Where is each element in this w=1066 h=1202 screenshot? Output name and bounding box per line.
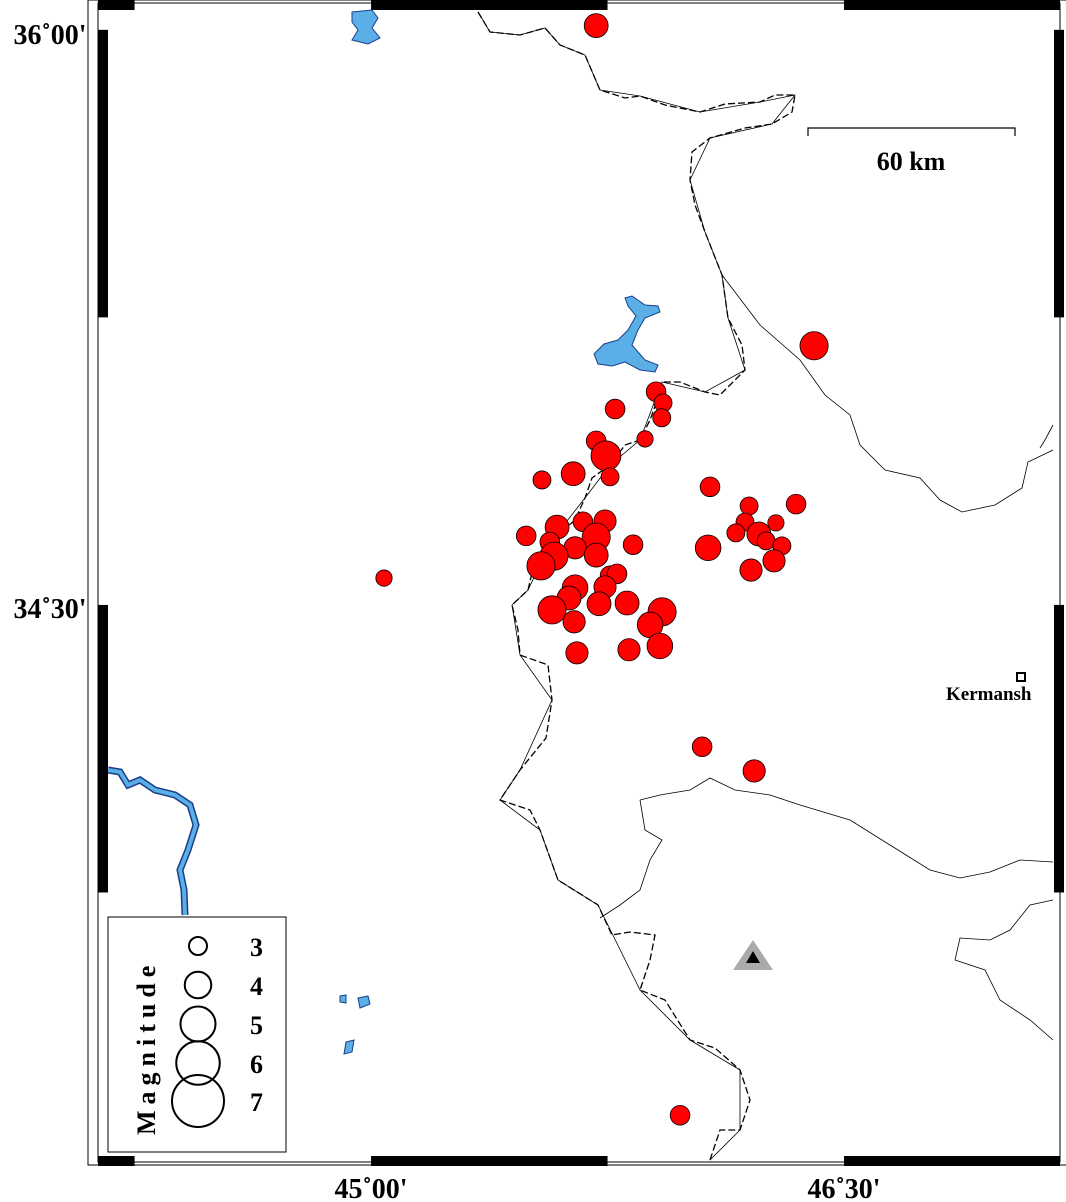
earthquake-event — [583, 13, 609, 38]
earthquake-event — [375, 569, 393, 587]
small-lake — [339, 994, 347, 1004]
earthquake-event — [515, 525, 537, 547]
province-boundary — [721, 274, 1054, 513]
legend-circle-6 — [175, 1040, 221, 1086]
legend-label-7: 7 — [250, 1088, 263, 1117]
city-label: Kermansh — [946, 684, 1032, 705]
earthquake-event — [604, 398, 626, 420]
scale-bar-line — [807, 127, 1016, 136]
small-lake — [343, 1039, 355, 1055]
earthquake-event — [622, 534, 644, 555]
frame-segment — [1054, 29, 1064, 318]
earthquake-event — [636, 430, 654, 448]
earthquake-event — [739, 558, 763, 582]
water-bodies — [107, 9, 661, 1055]
city-marker-icon — [1016, 672, 1026, 682]
earthquake-event — [739, 496, 759, 516]
earthquake-event — [799, 331, 829, 361]
legend-circle-3 — [188, 936, 208, 956]
border-line — [477, 11, 796, 1161]
city-kermanshah: Kermansh — [946, 672, 1032, 705]
legend-label-3: 3 — [250, 933, 263, 962]
earthquake-event — [617, 638, 641, 662]
earthquake-event — [785, 493, 807, 515]
earthquake-event — [583, 542, 609, 568]
earthquake-event — [694, 534, 722, 562]
earthquake-event — [742, 759, 766, 783]
province-boundary — [599, 799, 663, 919]
scale-bar: 60 km — [807, 127, 1016, 176]
earthquake-event — [537, 595, 567, 625]
lat-label-36: 36˚00' — [13, 20, 86, 51]
province-boundary — [1039, 424, 1054, 449]
province-boundary — [954, 899, 1054, 1041]
legend-label-6: 6 — [250, 1050, 263, 1079]
station-triangle-icon — [733, 940, 773, 970]
frame-segment — [844, 0, 1060, 10]
lake-dukan — [593, 295, 661, 373]
lat-label-34-30: 34˚30' — [13, 594, 86, 625]
earthquake-event — [691, 736, 713, 758]
province-boundary — [639, 777, 1054, 879]
earthquake-event — [614, 590, 640, 616]
legend-circle-4 — [183, 970, 213, 1000]
earthquake-event — [652, 408, 672, 428]
lon-label-45: 45˚00' — [334, 1174, 407, 1202]
earthquake-event — [699, 476, 721, 498]
magnitude-legend: Magnitude 3 4 5 6 7 — [107, 916, 287, 1153]
earthquake-event — [756, 531, 776, 551]
frame-segment — [371, 0, 608, 10]
earthquake-event — [526, 551, 556, 581]
frame-segment — [844, 1156, 1060, 1166]
earthquake-event — [532, 470, 552, 490]
frame-segment — [371, 1156, 608, 1166]
frame-segment — [98, 1156, 135, 1166]
lon-label-46-30: 46˚30' — [807, 1174, 880, 1202]
earthquake-event — [560, 461, 586, 487]
earthquake-event — [600, 467, 620, 487]
earthquake-event — [590, 440, 622, 472]
river-left-fill — [107, 768, 199, 916]
lake-top — [351, 9, 381, 45]
earthquake-event — [565, 641, 589, 665]
frame-segment — [98, 604, 108, 893]
map-frame — [87, 0, 1066, 1166]
frame-segment — [98, 0, 135, 10]
frame-segment — [1054, 604, 1064, 893]
legend-title: Magnitude — [132, 960, 161, 1135]
earthquake-events — [375, 13, 829, 1126]
small-lake — [357, 995, 371, 1009]
earthquake-event — [762, 549, 786, 573]
legend-label-5: 5 — [250, 1011, 263, 1040]
earthquake-event — [646, 632, 674, 660]
earthquake-event — [726, 523, 746, 543]
legend-label-4: 4 — [250, 972, 263, 1001]
earthquake-event — [767, 514, 785, 532]
frame-segment — [98, 29, 108, 318]
earthquake-event — [586, 591, 612, 617]
earthquake-event — [669, 1104, 691, 1126]
scale-bar-label: 60 km — [877, 147, 946, 176]
legend-circle-7 — [171, 1074, 225, 1128]
earthquake-event — [562, 610, 586, 634]
